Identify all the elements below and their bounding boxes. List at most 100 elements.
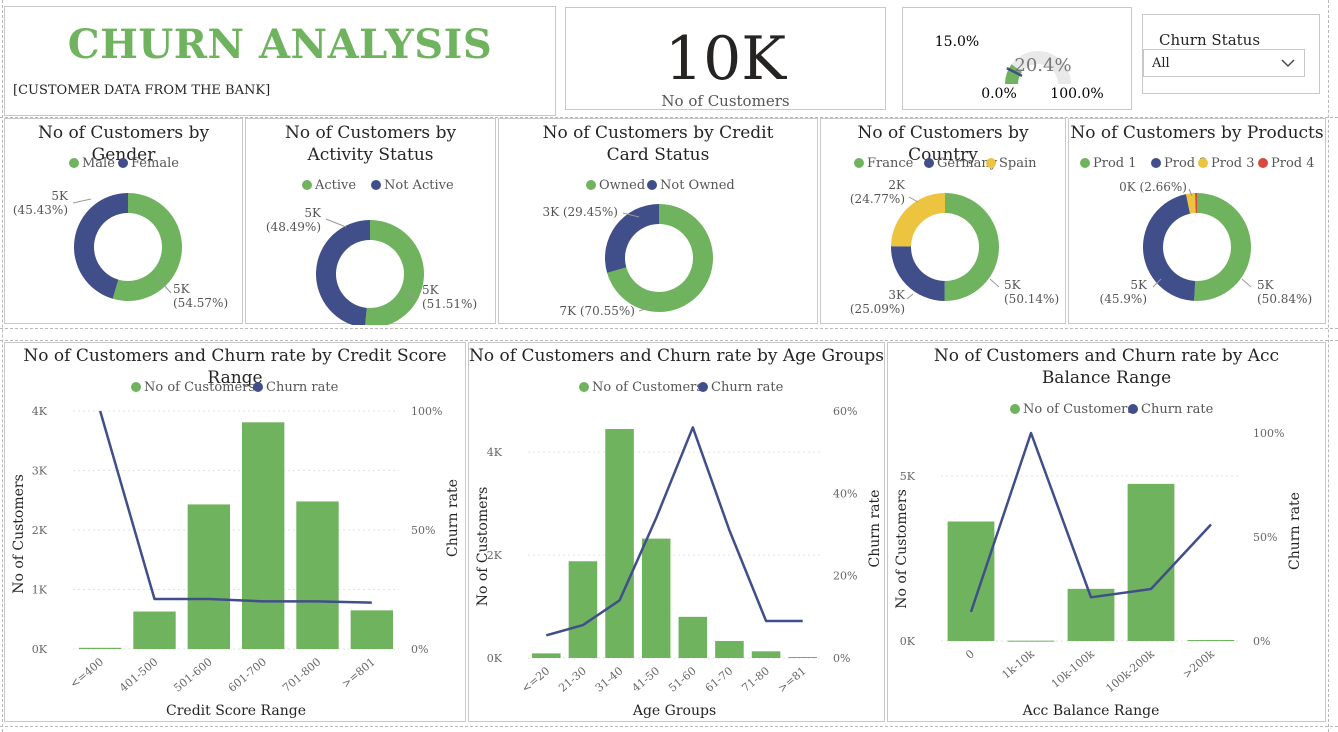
slicer-title: Churn Status: [1159, 31, 1261, 49]
bar: [241, 422, 285, 649]
x-tick-label: 51-60: [666, 664, 699, 694]
data-label: 2K: [888, 178, 906, 192]
kpi-value: 10K: [664, 24, 787, 94]
credit-score-combo-chart: No of Customers Churn rate 0K 1K 2K 3K 4K 0% 50%…: [11, 380, 461, 719]
data-label: 5K: [304, 206, 322, 220]
legend-marker: [579, 382, 589, 392]
data-label: 0K (2.66%): [1119, 180, 1187, 194]
divider: [1328, 0, 1329, 732]
country-donut-chart: France Germany Spain 5K(50.14%) 3K(25.09%) 2K…: [850, 156, 1059, 316]
donut-slice: [891, 193, 945, 247]
gender-chart-card: No of Customers by Gender Male Female 5K (5…: [4, 118, 243, 324]
y-tick-label: 20%: [833, 570, 857, 583]
data-label: (24.77%): [850, 192, 905, 206]
bar: [187, 504, 231, 649]
y-axis-title: No of Customers: [894, 489, 910, 609]
legend-marker: [131, 382, 141, 392]
bar: [1007, 640, 1055, 642]
data-label: 5K: [1257, 278, 1275, 292]
kpi-card: 10K No of Customers: [565, 7, 886, 110]
legend-marker: [1010, 404, 1020, 414]
churn-status-dropdown[interactable]: All: [1143, 49, 1305, 77]
legend-label: No of Customers: [592, 380, 703, 395]
data-label: 5K: [1130, 278, 1148, 292]
x-tick-label: >=801: [339, 655, 378, 690]
header-card: CHURN ANALYSIS [CUSTOMER DATA FROM THE B…: [4, 6, 556, 116]
legend-label: Not Owned: [660, 178, 735, 193]
bar: [78, 647, 122, 649]
data-label: (45.9%): [1100, 292, 1147, 306]
activity-chart-card: No of Customers by Activity Status Activ…: [245, 118, 496, 325]
x-tick-label: 601-700: [226, 655, 269, 694]
donut-slice: [891, 246, 945, 301]
bar: [788, 656, 817, 658]
data-label: 5K: [51, 189, 69, 203]
x-tick-label: 41-50: [629, 664, 662, 694]
data-label: 5K: [173, 282, 191, 296]
legend-label: Male: [82, 156, 115, 171]
legend-marker: [1151, 158, 1161, 168]
bar: [1187, 640, 1235, 642]
gauge-value-label: 20.4%: [1014, 55, 1071, 76]
data-label: (54.57%): [173, 296, 228, 310]
y-tick-label: 50%: [411, 524, 435, 537]
chart-title: No of Customers by Products: [1070, 123, 1324, 143]
card-chart-card: No of Customers by Credit Card Status Ow…: [498, 118, 818, 324]
donut-slice: [316, 220, 370, 325]
y-axis-title: No of Customers: [11, 474, 27, 594]
products-chart-card: No of Customers by Products Prod 1 Prod 2…: [1068, 118, 1326, 324]
y-axis-title: Churn rate: [1287, 492, 1303, 570]
leader-line: [989, 278, 1000, 288]
page-title: CHURN ANALYSIS: [67, 21, 493, 68]
data-label: (50.84%): [1257, 292, 1312, 306]
legend-marker: [854, 158, 864, 168]
legend-marker: [647, 180, 657, 190]
x-tick-label: <=400: [68, 655, 107, 690]
y-tick-label: 0%: [1253, 635, 1270, 648]
donut-slice: [607, 204, 713, 312]
x-tick-label: 21-30: [556, 664, 589, 694]
y-tick-label: 40%: [833, 487, 857, 500]
divider: [2, 0, 3, 732]
bar: [641, 538, 671, 658]
donut-slice: [605, 204, 659, 273]
legend-label: Owned: [599, 178, 645, 193]
bar: [350, 610, 394, 649]
legend-marker: [1198, 158, 1208, 168]
donut-slice: [365, 220, 424, 325]
legend-label: Prod 2: [1164, 156, 1208, 171]
x-tick-label: 0: [963, 647, 977, 661]
x-tick-label: 701-800: [280, 655, 323, 694]
donut-slice: [944, 193, 999, 301]
age-combo-chart: No of Customers Churn rate 0K 2K 4K 0% 20% 40% 6…: [475, 380, 883, 719]
legend-marker: [698, 382, 708, 392]
data-label: 3K (29.45%): [542, 205, 618, 219]
donut-slice: [1143, 194, 1196, 301]
gauge-track: [1005, 51, 1071, 84]
divider: [0, 726, 1338, 727]
data-label: (25.09%): [850, 302, 905, 316]
leader-line: [1152, 278, 1162, 288]
data-label: 7K (70.55%): [559, 304, 635, 318]
leader-line: [622, 212, 640, 218]
legend-marker: [1258, 158, 1268, 168]
leader-line: [906, 293, 914, 300]
legend-marker: [118, 158, 128, 168]
legend-label: Churn rate: [266, 380, 339, 395]
x-tick-label: 100k-200k: [1103, 647, 1157, 695]
bar: [605, 429, 634, 658]
legend-label: Female: [131, 156, 179, 171]
divider: [0, 117, 1338, 118]
bar: [1127, 483, 1175, 641]
y-tick-label: 2K: [32, 524, 48, 537]
y-tick-label: 0K: [32, 643, 48, 656]
data-label: 3K: [888, 288, 906, 302]
bar: [678, 616, 708, 658]
data-label: (48.49%): [266, 220, 321, 234]
y-axis-title: No of Customers: [475, 487, 491, 607]
divider: [0, 328, 1338, 329]
legend-label: Churn rate: [1141, 402, 1214, 417]
donut-slice: [1194, 193, 1252, 301]
